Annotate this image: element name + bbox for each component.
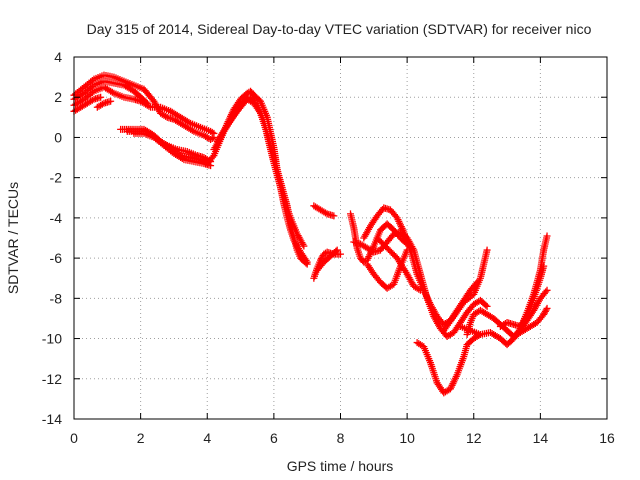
series-track-18 (363, 246, 411, 292)
data-point (303, 260, 311, 268)
y-tick-label: 2 (54, 89, 62, 105)
data-point (333, 246, 341, 254)
data-point (255, 108, 263, 116)
data-series (70, 71, 551, 397)
data-point (403, 246, 411, 254)
series-track-3 (70, 83, 218, 137)
x-tick-label: 14 (533, 430, 549, 446)
data-point (322, 209, 330, 217)
y-tick-label: -10 (42, 331, 62, 347)
series-track-12 (310, 202, 338, 220)
series-track-8 (130, 129, 215, 170)
data-point (541, 309, 549, 317)
data-point (483, 302, 491, 310)
data-point (337, 250, 344, 258)
data-point (482, 301, 490, 309)
data-point (415, 285, 423, 293)
y-tick-label: 0 (54, 129, 62, 145)
data-point (300, 242, 308, 250)
series-track-4 (70, 93, 105, 115)
data-point (543, 304, 551, 312)
series-track-17 (350, 228, 491, 341)
data-point (162, 112, 170, 120)
data-point (317, 255, 325, 263)
data-point (542, 306, 550, 314)
series-track-11 (213, 95, 311, 268)
y-tick-label: 4 (54, 49, 62, 65)
x-axis-label: GPS time / hours (287, 458, 394, 474)
data-point (107, 97, 115, 105)
data-point (416, 286, 424, 294)
x-tick-label: 0 (70, 430, 78, 446)
data-point (302, 259, 310, 267)
series-track-20 (413, 331, 484, 397)
x-tick-label: 10 (399, 430, 415, 446)
data-point (540, 310, 548, 318)
y-axis-label: SDTVAR / TECUs (5, 182, 21, 294)
data-point (318, 253, 326, 261)
series-track-19 (373, 234, 424, 294)
data-point (188, 126, 196, 134)
data-point (185, 118, 193, 126)
x-tick-label: 12 (466, 430, 482, 446)
y-tick-label: -14 (42, 411, 62, 427)
axis-ticks: 0 2 4 6 8 10 12 14 16 -14 -12 -10 -8 -6 -4 -2 0 2 4 (42, 49, 615, 446)
data-point (542, 288, 550, 296)
data-point (88, 96, 96, 104)
data-point (108, 88, 116, 96)
series-track-21 (463, 286, 551, 341)
data-point (208, 128, 216, 136)
data-point (543, 286, 551, 294)
y-tick-label: -12 (42, 371, 62, 387)
data-point (522, 314, 530, 322)
chart-title: Day 315 of 2014, Sidereal Day-to-day VTE… (87, 21, 592, 37)
data-point (483, 246, 491, 254)
data-point (540, 262, 548, 270)
y-tick-label: -8 (50, 290, 63, 306)
grid (74, 57, 607, 419)
data-point (145, 102, 153, 110)
series-track-25 (513, 304, 551, 339)
y-tick-label: -6 (50, 250, 63, 266)
series-track-22 (440, 246, 491, 335)
data-point (208, 134, 216, 142)
data-point (332, 247, 340, 255)
data-point (178, 155, 186, 163)
data-point (330, 212, 338, 220)
data-point (210, 129, 218, 137)
x-tick-label: 16 (599, 430, 615, 446)
y-tick-label: -2 (50, 170, 63, 186)
data-point (97, 93, 105, 101)
series-track-5 (93, 97, 115, 111)
data-point (209, 153, 217, 161)
data-point (88, 76, 96, 84)
series-track-14 (313, 246, 341, 274)
x-tick-label: 8 (337, 430, 345, 446)
data-point (541, 307, 549, 315)
x-tick-label: 6 (270, 430, 278, 446)
data-point (98, 100, 106, 108)
series-track-2 (70, 77, 151, 107)
y-tick-label: -4 (50, 210, 63, 226)
x-tick-label: 4 (203, 430, 211, 446)
x-tick-label: 2 (137, 430, 145, 446)
series-track-24 (496, 262, 548, 330)
data-point (88, 82, 96, 90)
data-point (88, 89, 96, 97)
data-point (543, 232, 551, 240)
